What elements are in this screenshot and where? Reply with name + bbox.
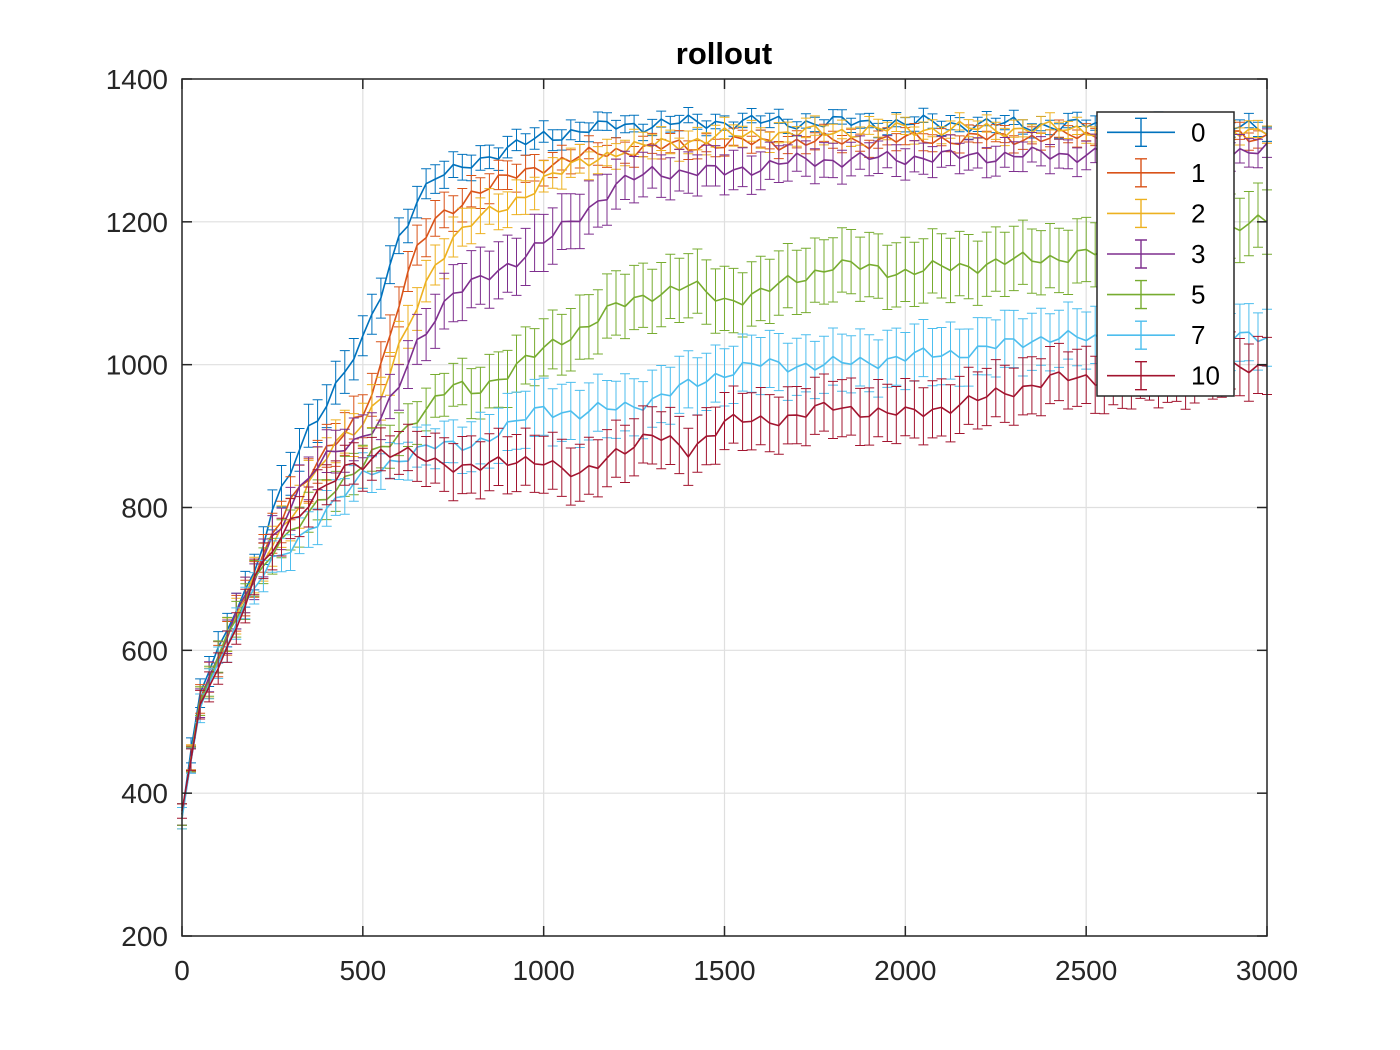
legend-swatch-errorbar (1135, 198, 1147, 229)
x-tick-label: 1000 (513, 955, 575, 986)
legend-item-0: 0 (1107, 117, 1205, 147)
legend-label: 3 (1191, 239, 1205, 269)
legend-item-2: 2 (1107, 198, 1205, 228)
x-tick-label: 2000 (874, 955, 936, 986)
legend-label: 7 (1191, 320, 1205, 350)
legend-item-1: 1 (1107, 158, 1205, 188)
legend-item-10: 10 (1107, 361, 1220, 391)
y-tick-label: 400 (121, 778, 168, 809)
x-tick-label: 3000 (1236, 955, 1298, 986)
y-tick-label: 1400 (106, 64, 168, 95)
legend-item-3: 3 (1107, 239, 1205, 269)
x-tick-label: 500 (339, 955, 386, 986)
tick-labels: 0 500 1000 1500 2000 2500 30002004006008001000… (106, 64, 1298, 986)
legend-swatch-errorbar (1135, 117, 1147, 147)
legend-swatch-errorbar (1135, 279, 1147, 310)
chart-title: rollout (676, 36, 772, 71)
series-line-10 (181, 359, 1268, 812)
axis-ticks (181, 78, 1268, 937)
series-line-3 (181, 142, 1268, 815)
y-tick-label: 1200 (106, 207, 168, 238)
legend-swatch-errorbar (1135, 361, 1147, 391)
x-tick-label: 2500 (1055, 955, 1117, 986)
legend-item-5: 5 (1107, 280, 1205, 310)
legend-item-7: 7 (1107, 320, 1205, 350)
x-tick-label: 0 (174, 955, 190, 986)
legend-swatch-errorbar (1135, 239, 1147, 269)
legend-label: 10 (1191, 361, 1220, 391)
y-tick-label: 1000 (106, 350, 168, 381)
y-tick-label: 200 (121, 921, 168, 952)
legend-label: 1 (1191, 158, 1205, 188)
legend-label: 0 (1191, 117, 1205, 147)
legend: 0 1 2 3 5 7 10 (1096, 111, 1235, 397)
legend-label: 2 (1191, 198, 1205, 228)
y-tick-label: 600 (121, 635, 168, 666)
legend-swatch-errorbar (1135, 158, 1147, 188)
legend-label: 5 (1191, 280, 1205, 310)
x-tick-label: 1500 (693, 955, 755, 986)
series-layer (177, 107, 1272, 830)
legend-swatch-errorbar (1135, 320, 1147, 350)
y-tick-label: 800 (121, 493, 168, 524)
